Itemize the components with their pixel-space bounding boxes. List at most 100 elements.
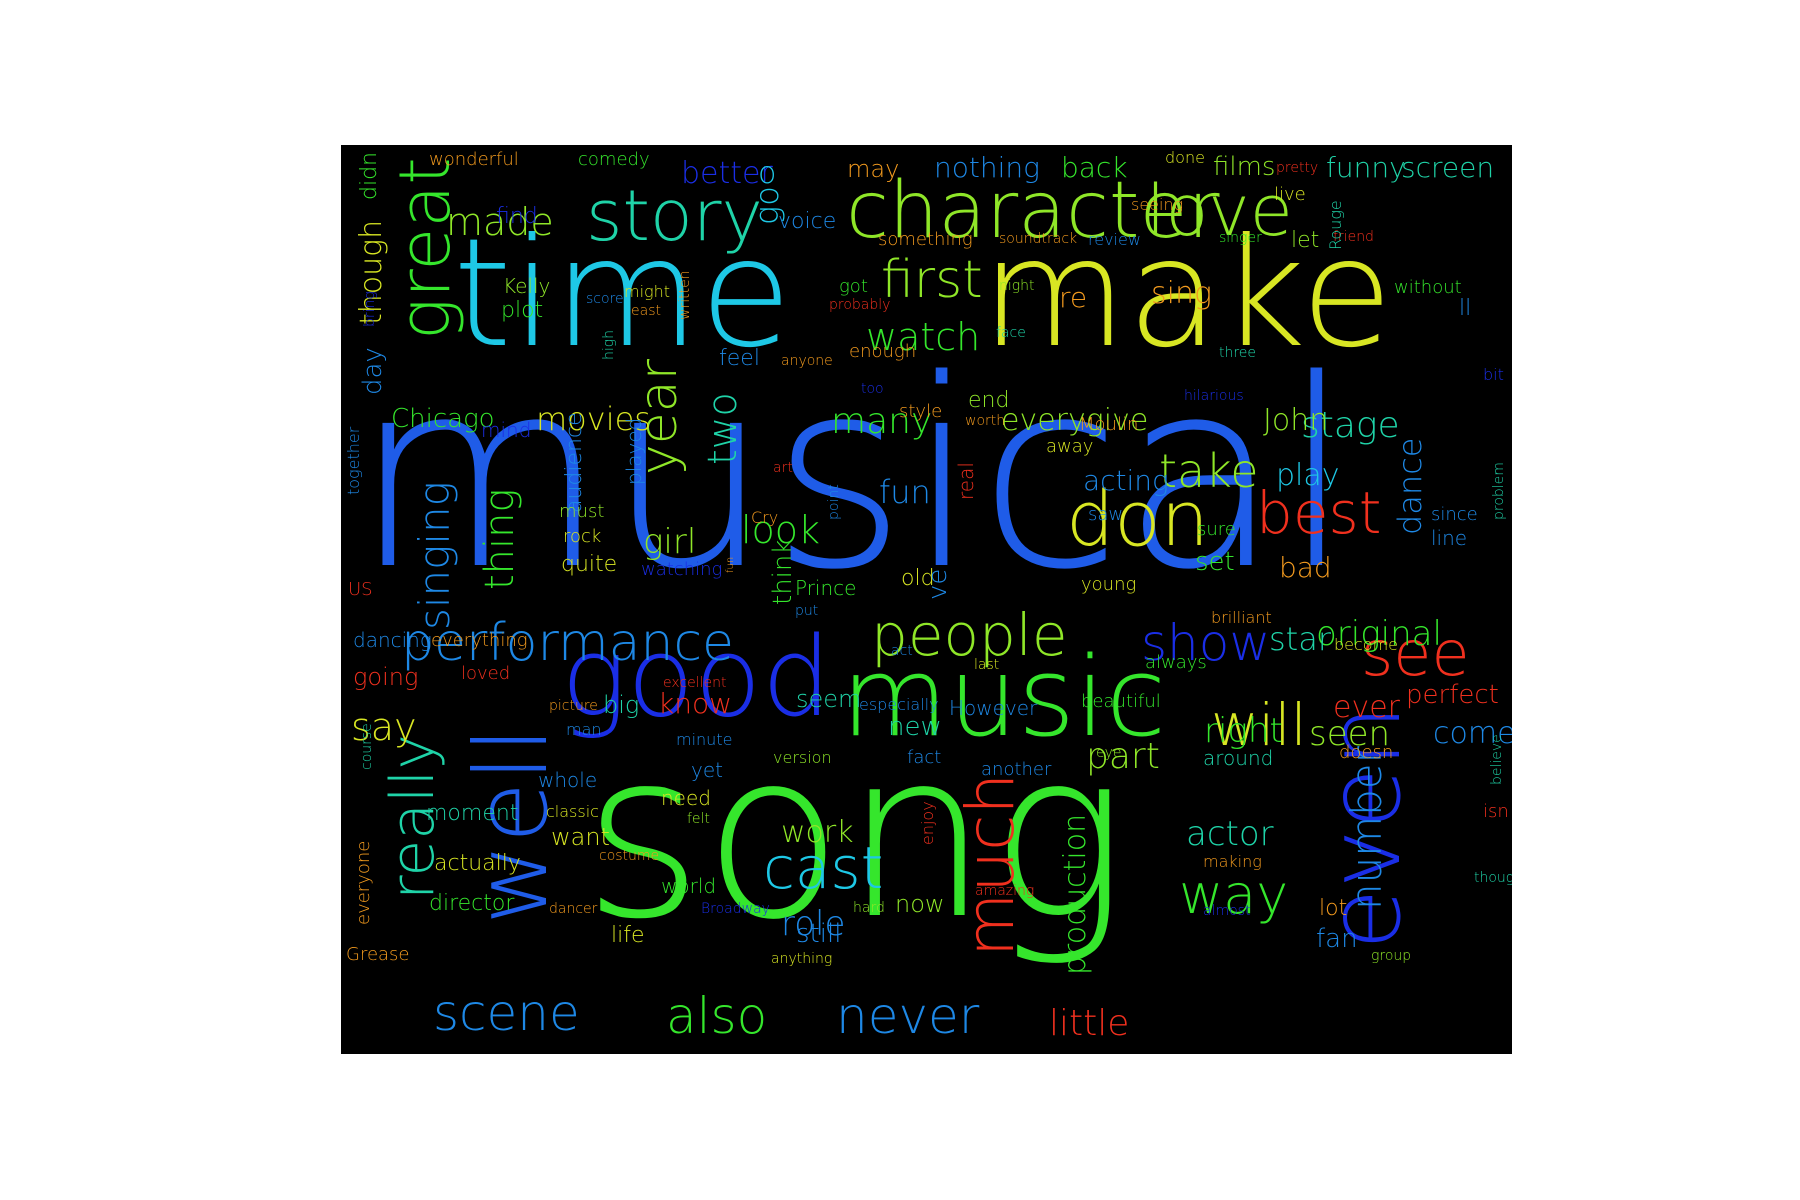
cloud-word-bad: bad (1279, 551, 1332, 584)
cloud-word-nothing: nothing (934, 151, 1040, 184)
cloud-word-costume: costume (599, 848, 659, 864)
cloud-word-work: work (781, 815, 854, 850)
cloud-word-moment: moment (426, 801, 518, 826)
cloud-word-thought: thought (1474, 870, 1512, 886)
cloud-word-everything: everything (431, 630, 528, 651)
cloud-word-us: US (348, 579, 373, 600)
cloud-word-still: still (796, 919, 841, 949)
cloud-word-together: together (344, 426, 363, 495)
cloud-word-feel: feel (719, 346, 760, 371)
cloud-word-everyone: everyone (353, 841, 374, 925)
cloud-word-cast: cast (763, 834, 883, 902)
cloud-word-end: end (968, 388, 1009, 413)
cloud-word-movies: movies (536, 400, 651, 438)
cloud-word-day: day (358, 347, 388, 395)
cloud-word-stage: stage (1301, 405, 1400, 446)
cloud-word-people: people (871, 601, 1068, 669)
cloud-word-thing: thing (477, 488, 523, 590)
cloud-word-didn: didn (357, 152, 382, 200)
cloud-word-mind: mind (481, 418, 531, 442)
cloud-word-show: show (1141, 614, 1270, 672)
cloud-word-making: making (1203, 852, 1262, 871)
cloud-word-cry: Cry (751, 508, 778, 527)
cloud-word-better: better (681, 156, 773, 191)
cloud-word-also: also (666, 987, 767, 1045)
cloud-word-done: done (1165, 148, 1205, 167)
cloud-word-love: love (1146, 170, 1293, 252)
cloud-word-make: make (981, 207, 1393, 381)
cloud-word-pretty: pretty (1276, 160, 1318, 176)
cloud-word-style: style (899, 401, 942, 422)
cloud-word-films: films (1213, 152, 1275, 182)
cloud-word-quite: quite (561, 552, 617, 577)
cloud-word-enjoy: enjoy (918, 801, 937, 845)
cloud-word-voice: voice (778, 209, 836, 234)
cloud-word-rouge: Rouge (1326, 200, 1345, 250)
cloud-word-actually: actually (434, 851, 521, 876)
cloud-word-played: played (622, 418, 646, 485)
cloud-word-though: though (354, 220, 389, 325)
cloud-word-broadway: Broadway (701, 901, 770, 917)
cloud-word-world: world (661, 874, 716, 898)
cloud-word-art: art (773, 460, 793, 476)
cloud-word-always: always (1145, 652, 1207, 673)
cloud-word-part: part (1086, 736, 1160, 777)
cloud-word-don: don (1066, 474, 1209, 563)
cloud-word-hard: hard (853, 900, 885, 916)
cloud-word-away: away (1046, 436, 1093, 457)
cloud-word-look: look (741, 508, 820, 552)
cloud-word-comedy: comedy (578, 149, 650, 170)
cloud-word-singer: singer (1219, 230, 1262, 246)
cloud-word-music: music (841, 633, 1166, 761)
cloud-word-isn: isn (1483, 801, 1509, 822)
cloud-word-go: go (748, 186, 786, 225)
cloud-word-director: director (429, 891, 515, 916)
cloud-word-beautiful: beautiful (1081, 691, 1161, 712)
cloud-word-brilliant: brilliant (1211, 608, 1272, 627)
cloud-word-fun: fun (879, 473, 931, 511)
cloud-word-fan: fan (1316, 924, 1358, 954)
cloud-word-rock: rock (563, 526, 601, 547)
cloud-word-without: without (1394, 277, 1462, 298)
cloud-word-screen: screen (1401, 151, 1494, 184)
cloud-word-act: act (891, 643, 913, 659)
cloud-word-east: east (631, 303, 661, 319)
cloud-word-something: something (878, 229, 973, 250)
cloud-word-performance: performance (401, 613, 734, 673)
cloud-word-watch: watch (866, 315, 980, 359)
cloud-word-acting: acting (1083, 464, 1169, 497)
cloud-word-saw: saw (1088, 504, 1123, 525)
cloud-word-big: big (603, 691, 639, 719)
cloud-word-now: now (895, 890, 945, 918)
cloud-word-want: want (551, 823, 610, 851)
cloud-word-need: need (661, 786, 711, 810)
cloud-word-problem: problem (1491, 462, 1507, 520)
cloud-word-really: really (378, 734, 448, 900)
cloud-word-perfect: perfect (1406, 680, 1499, 710)
cloud-word-ve: ve (923, 569, 953, 600)
cloud-word-let: let (1291, 228, 1319, 253)
cloud-word-put: put (795, 603, 818, 619)
cloud-word-anyone: anyone (781, 353, 833, 369)
cloud-word-almost: almost (1203, 903, 1250, 919)
cloud-word-watching: watching (641, 559, 722, 580)
cloud-word-many: many (831, 401, 932, 442)
cloud-word-star: star (1269, 620, 1332, 658)
cloud-word-think: think (768, 540, 798, 605)
cloud-word-friend: friend (1333, 229, 1374, 245)
cloud-word-picture: picture (549, 698, 598, 714)
cloud-word-play: play (1276, 458, 1340, 493)
cloud-word-time: time (453, 207, 792, 381)
cloud-word-never: never (836, 987, 980, 1045)
cloud-word-ever: ever (1333, 690, 1401, 725)
cloud-word-plot: plot (501, 298, 543, 323)
cloud-word-loved: loved (461, 663, 510, 684)
cloud-word-bit: bit (1483, 365, 1504, 384)
cloud-word-come: come (1433, 716, 1512, 751)
cloud-word-written: written (677, 270, 693, 320)
cloud-word-line: line (1431, 526, 1467, 550)
cloud-word-man: man (566, 720, 602, 739)
cloud-word-will: will (1211, 691, 1307, 759)
cloud-word-version: version (773, 748, 832, 767)
